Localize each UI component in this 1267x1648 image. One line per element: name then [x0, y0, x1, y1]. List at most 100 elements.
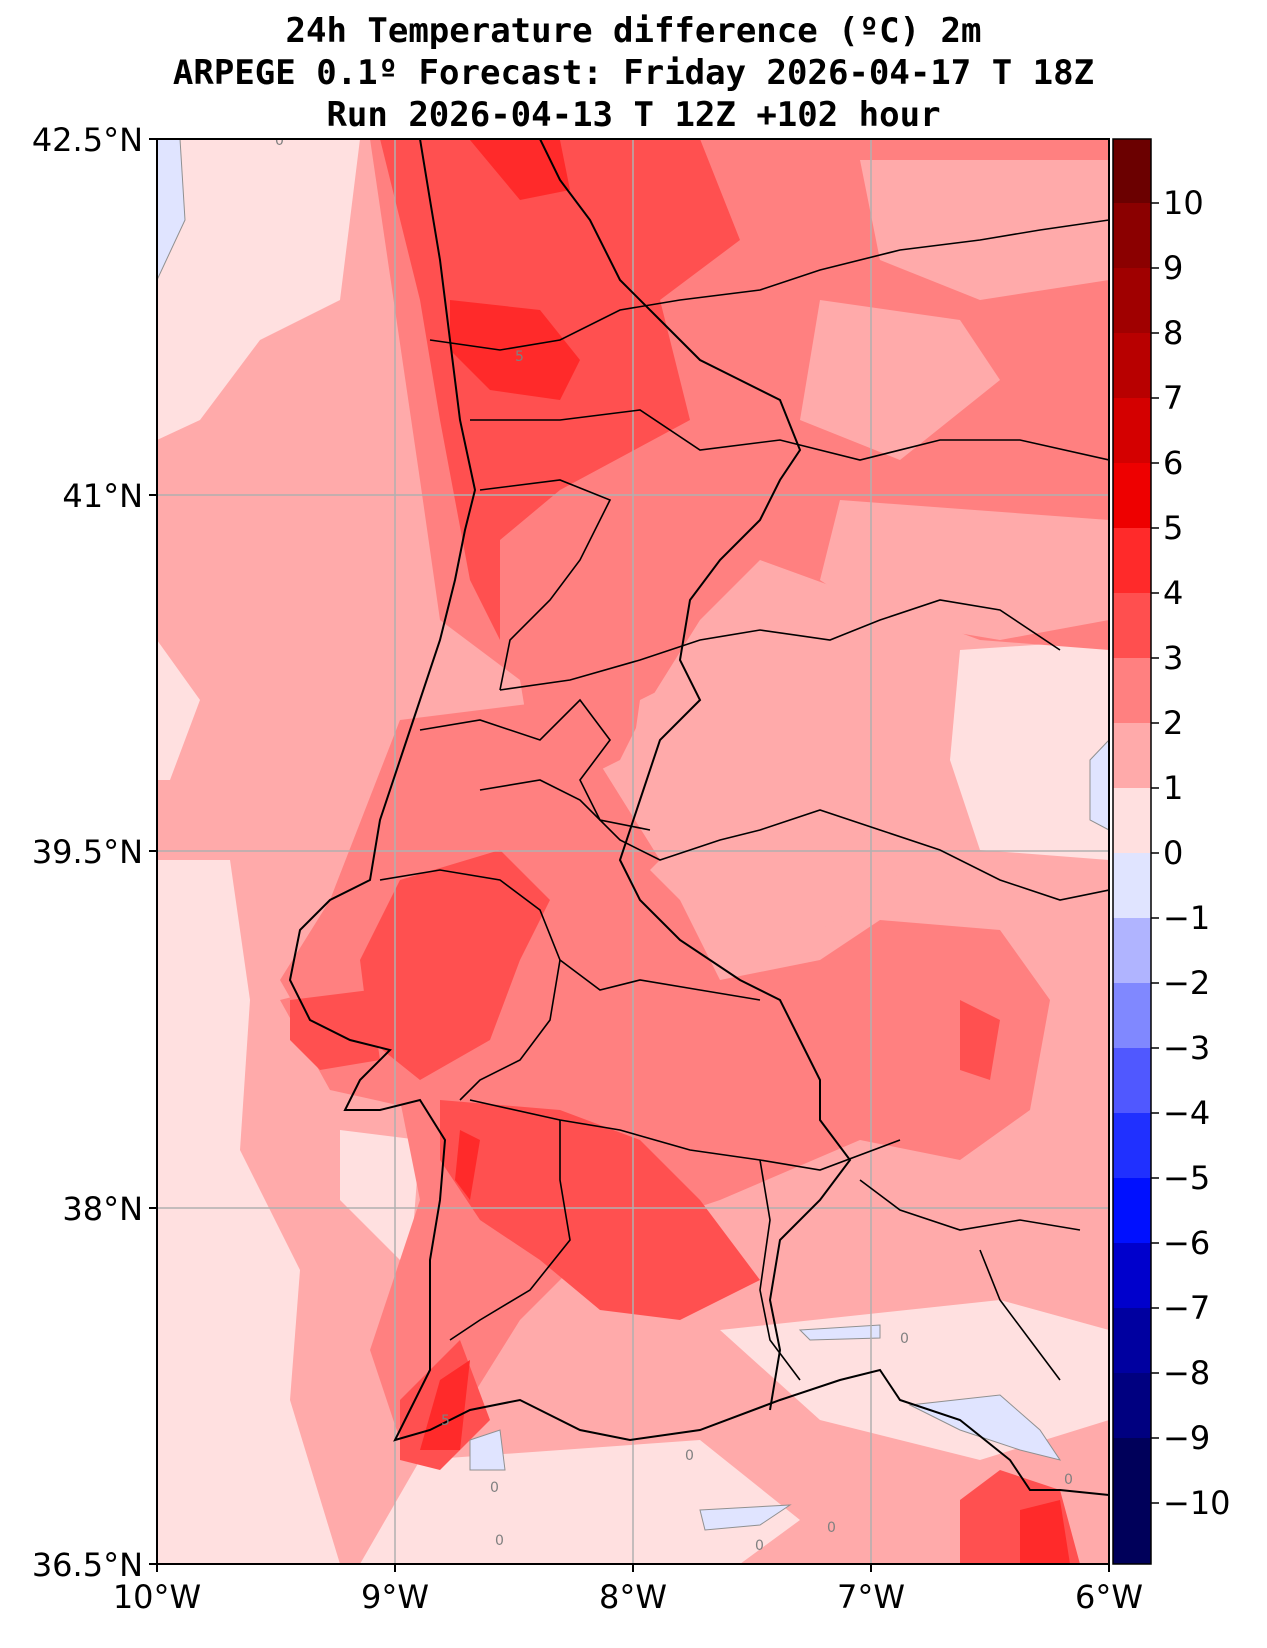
y-tick-label: 42.5°N: [32, 121, 143, 159]
field-1-2-ne: [860, 160, 1109, 300]
field-pale-south: [360, 1440, 800, 1564]
colorbar-label: 2: [1163, 704, 1183, 742]
colorbar-swatch: [1113, 853, 1151, 918]
colorbar-swatch: [1113, 463, 1151, 528]
district-borders: [379, 219, 1109, 1381]
colorbar-label: −10: [1163, 1484, 1231, 1522]
colorbar-label: 10: [1163, 184, 1204, 222]
colorbar-label: 7: [1163, 379, 1183, 417]
colorbar-label: 4: [1163, 574, 1183, 612]
colorbar-label: −7: [1163, 1289, 1210, 1327]
colorbar-swatch: [1113, 1243, 1151, 1308]
colorbar-swatch: [1113, 1048, 1151, 1113]
colorbar-swatch: [1113, 983, 1151, 1048]
title-line-3: Run 2026-04-13 T 12Z +102 hour: [326, 95, 941, 135]
y-tick-label: 39.5°N: [32, 833, 143, 871]
field-4-5-sagres: [420, 1360, 470, 1450]
coastline: [288, 139, 1109, 1496]
colorbar-label: 8: [1163, 314, 1183, 352]
field-pale-sw2: [340, 1130, 420, 1270]
colorbar-swatch: [1113, 723, 1151, 788]
colorbar-swatch: [1113, 528, 1151, 593]
gridlines: [157, 139, 1109, 1564]
y-axis: 42.5°N 41°N 39.5°N 38°N 36.5°N: [32, 121, 143, 1584]
field-cold-e: [1089, 739, 1109, 831]
colorbar-swatch: [1113, 1113, 1151, 1178]
border-spain: [539, 139, 852, 1411]
colorbar-label: −3: [1163, 1029, 1210, 1067]
colorbar-label: −6: [1163, 1224, 1210, 1262]
field-1-2-interior3: [650, 820, 900, 930]
field-4-5-se: [1020, 1500, 1070, 1564]
colorbar-swatch: [1113, 658, 1151, 723]
colorbar-swatch: [1113, 398, 1151, 463]
field-3-4-east: [960, 1000, 1000, 1080]
colorbar-label: 0: [1163, 834, 1183, 872]
colorbar-label: 9: [1163, 249, 1183, 287]
colorbar-swatch: [1113, 788, 1151, 853]
y-tick-label: 41°N: [62, 477, 143, 515]
field-4-5-top: [470, 140, 570, 200]
field-pale-sw: [157, 860, 340, 1564]
field-cold-nw: [157, 139, 186, 281]
title-line-2: ARPEGE 0.1º Forecast: Friday 2026-04-17 …: [172, 53, 1095, 93]
x-tick-label: 6°W: [1075, 1578, 1143, 1616]
colorbar-swatch: [1113, 1178, 1151, 1243]
contour-label: 0: [495, 1533, 504, 1549]
map-plot-area: 0 0 0 0 0 0 0 0 5 5: [157, 133, 1109, 1564]
field-pale-east: [950, 640, 1109, 860]
colorbar-label: −4: [1163, 1094, 1210, 1132]
colorbar-swatch: [1113, 268, 1151, 333]
field-1-2-interior2: [820, 500, 1109, 640]
colorbar-swatch: [1113, 203, 1151, 268]
colorbar-swatch: [1113, 918, 1151, 983]
contour-label: 0: [685, 1448, 694, 1464]
colorbar-label: 3: [1163, 639, 1183, 677]
contour-label: 0: [755, 1538, 764, 1554]
colorbar-label: 5: [1163, 509, 1183, 547]
x-tick-label: 8°W: [599, 1578, 667, 1616]
field-3-4-lisbon: [290, 990, 380, 1070]
contour-label: 0: [827, 1520, 836, 1536]
field-pale-w1: [157, 640, 200, 780]
y-tick-label: 36.5°N: [32, 1546, 143, 1584]
axis-ticks: [149, 138, 1110, 1572]
x-tick-label: 7°W: [837, 1578, 905, 1616]
colorbar-swatch: [1113, 139, 1151, 203]
field-cold-s1: [699, 1504, 792, 1531]
colorbar-label: 6: [1163, 444, 1183, 482]
field-4-5-north: [450, 300, 580, 400]
y-tick-label: 38°N: [62, 1190, 143, 1228]
colorbar-swatch: [1113, 1308, 1151, 1373]
colorbar-label: −2: [1163, 964, 1210, 1002]
contour-label: 0: [1064, 1472, 1073, 1488]
colorbar-swatch: [1113, 333, 1151, 398]
x-tick-label: 9°W: [361, 1578, 429, 1616]
colorbar-frame: [1112, 138, 1152, 1565]
x-axis: 10°W 9°W 8°W 7°W 6°W: [113, 1578, 1143, 1616]
field-cold-s3: [798, 1324, 881, 1341]
contour-label: 0: [490, 1480, 499, 1496]
x-tick-label: 10°W: [113, 1578, 201, 1616]
colorbar-label: −1: [1163, 899, 1210, 937]
colorbar-label: −8: [1163, 1354, 1210, 1392]
field-1-2-ne2: [800, 300, 1000, 460]
field-4-5-sines: [455, 1130, 480, 1200]
contour-label: 5: [515, 349, 524, 365]
field-3-4-alentejo: [440, 1100, 760, 1320]
field-pale-nw2: [220, 140, 340, 280]
field-cold-s4: [908, 1394, 1062, 1461]
contour-label: 0: [900, 1331, 909, 1347]
contour-label: 0: [275, 133, 284, 149]
colorbar-label: −9: [1163, 1419, 1210, 1457]
colorbar-swatch: [1113, 593, 1151, 658]
field-1-2-interior1: [630, 640, 900, 800]
contour-labels: 0 0 0 0 0 0 0 0 5 5: [275, 133, 1073, 1554]
colorbar-swatch: [1113, 1438, 1151, 1564]
field-3-4-tejo: [360, 850, 550, 1080]
colorbar-label: 1: [1163, 769, 1183, 807]
field-cold-s2: [469, 1429, 506, 1471]
contour-label: 5: [441, 1413, 450, 1429]
